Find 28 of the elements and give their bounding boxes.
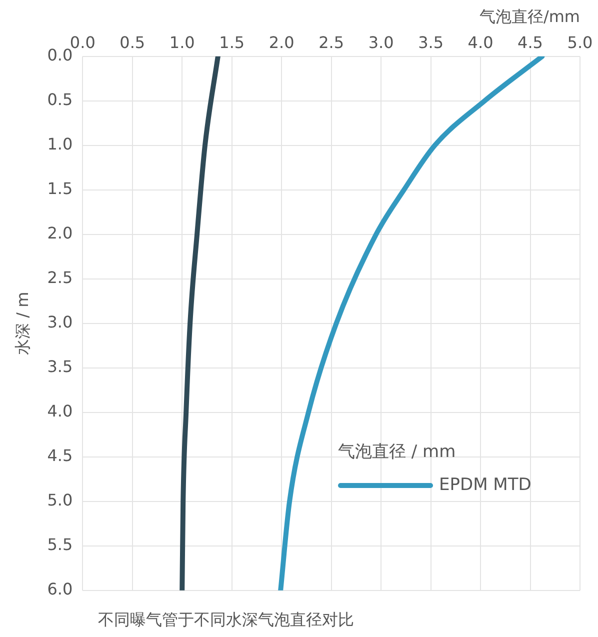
x-tick-label: 5.0 [567,32,593,52]
y-tick-label: 5.5 [47,535,73,554]
x-tick-label: 2.0 [268,32,294,52]
y-tick-label: 1.0 [47,134,73,154]
x-tick-label: 1.5 [219,32,245,52]
y-tick-label: 5.0 [47,490,73,510]
y-tick-label: 0.0 [47,46,73,65]
x-tick-label: 4.0 [468,32,494,52]
y-tick-label: 0.5 [47,90,73,110]
x-tick-label: 3.0 [368,32,394,52]
x-tick-label: 2.5 [318,32,344,52]
y-tick-label: 2.5 [47,268,73,288]
y-tick-label: 3.5 [47,357,73,376]
x-tick-label: 4.5 [518,32,543,52]
x-tick-label: 0.5 [120,32,146,52]
y-tick-label: 2.0 [47,224,73,243]
y-tick-label: 4.0 [47,402,73,421]
x-axis-title: 气泡直径/mm [479,6,580,26]
y-tick-label: 1.5 [47,179,73,198]
text: 不同曝气管于不同水深气泡直径对比 [98,610,354,631]
x-tick-label: 3.5 [418,32,444,52]
x-tick-label: 1.0 [169,32,195,52]
y-axis-title: 水深 / m [12,292,32,355]
text: EPDM MTD [439,475,532,495]
y-tick-label: 4.5 [47,446,73,466]
y-tick-label: 6.0 [47,580,73,599]
y-tick-label: 3.0 [47,312,73,332]
legend-title: 气泡直径 / mm [338,441,457,463]
